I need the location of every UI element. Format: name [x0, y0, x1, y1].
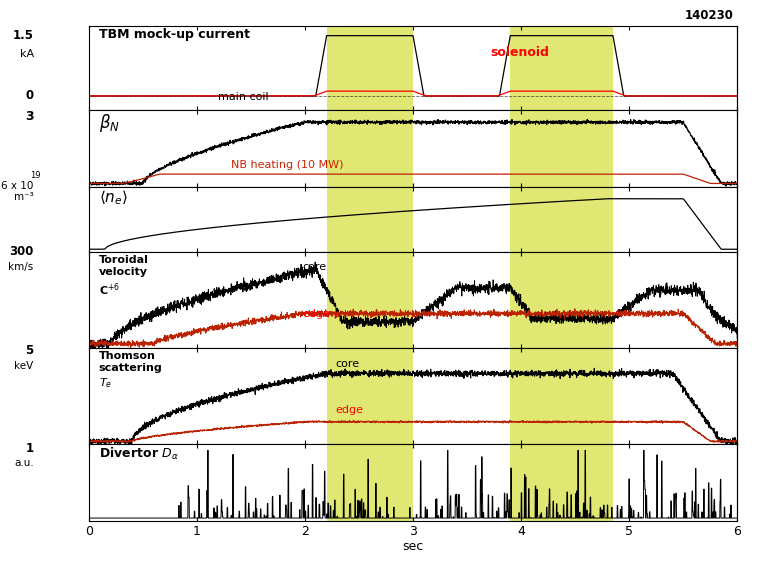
Text: solenoid: solenoid: [491, 46, 550, 59]
Bar: [327, 252, 413, 348]
Text: TBM mock-up current: TBM mock-up current: [99, 28, 249, 41]
Text: 3: 3: [25, 110, 34, 123]
Text: 5: 5: [25, 344, 34, 357]
Text: Divertor $D_\alpha$: Divertor $D_\alpha$: [99, 446, 178, 462]
Text: 300: 300: [9, 245, 34, 258]
Text: 6 x 10: 6 x 10: [2, 182, 34, 191]
Text: Thomson
scattering
$T_e$: Thomson scattering $T_e$: [99, 351, 162, 390]
Text: edge: edge: [335, 405, 363, 415]
Text: keV: keV: [15, 361, 34, 371]
Text: a.u.: a.u.: [14, 458, 34, 468]
Bar: [327, 187, 413, 252]
Bar: [510, 348, 613, 444]
Text: core: core: [335, 360, 359, 369]
Bar: [510, 187, 613, 252]
Text: core: core: [303, 262, 327, 271]
Text: NB heating (10 MW): NB heating (10 MW): [232, 160, 344, 170]
Bar: [327, 444, 413, 521]
Bar: [327, 110, 413, 187]
Text: $\langle n_e \rangle$: $\langle n_e \rangle$: [99, 189, 127, 208]
X-axis label: sec: sec: [402, 540, 424, 553]
Text: 0: 0: [25, 89, 34, 102]
Text: main coil: main coil: [218, 92, 269, 102]
Bar: [510, 444, 613, 521]
Text: 1: 1: [25, 443, 34, 455]
Bar: [327, 26, 413, 110]
Bar: [510, 26, 613, 110]
Text: 140230: 140230: [685, 9, 734, 22]
Bar: [510, 110, 613, 187]
Text: m⁻³: m⁻³: [14, 192, 34, 203]
Bar: [327, 348, 413, 444]
Text: $\beta_N$: $\beta_N$: [99, 112, 120, 134]
Text: Toroidal
velocity
C$^{+6}$: Toroidal velocity C$^{+6}$: [99, 255, 148, 298]
Text: 1.5: 1.5: [12, 29, 34, 42]
Text: kA: kA: [19, 50, 34, 59]
Text: 19: 19: [29, 171, 40, 180]
Text: edge: edge: [303, 310, 330, 319]
Bar: [510, 252, 613, 348]
Text: km/s: km/s: [8, 262, 34, 273]
